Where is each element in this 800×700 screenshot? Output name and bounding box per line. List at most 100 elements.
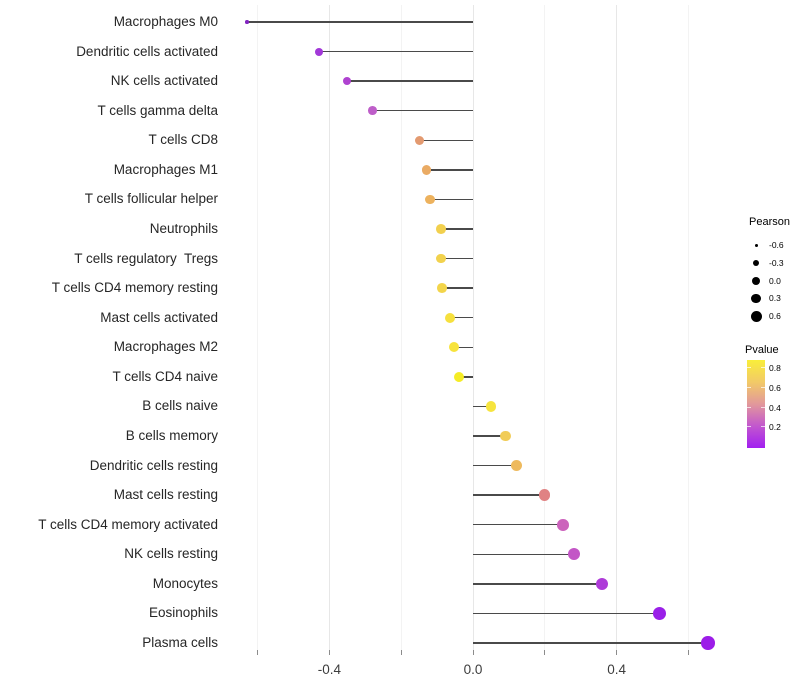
lollipop-point [444, 312, 455, 323]
lollipop-point [421, 165, 432, 175]
lollipop-point [653, 606, 667, 620]
x-axis-tick [687, 650, 689, 655]
gridline [616, 5, 618, 650]
gridline [472, 5, 474, 650]
gridline [400, 5, 402, 650]
lollipop-stick [440, 228, 473, 230]
colorbar-tick [761, 426, 765, 427]
colorbar-tick [761, 387, 765, 388]
y-axis-label: B cells naive [142, 398, 218, 414]
lollipop-stick [458, 376, 473, 378]
lollipop-point [510, 460, 522, 472]
lollipop-point [343, 77, 352, 86]
colorbar-tick [761, 367, 765, 368]
colorbar-tick [747, 407, 751, 408]
y-axis-label: T cells follicular helper [84, 191, 218, 207]
y-axis-label: Macrophages M0 [113, 14, 218, 29]
gridline [544, 5, 546, 650]
lollipop-point [499, 430, 511, 442]
lollipop-stick [429, 198, 473, 201]
x-axis-tick [257, 650, 259, 655]
lollipop-stick [473, 523, 563, 526]
y-axis-label: T cells CD4 memory resting [51, 280, 218, 296]
lollipop-stick [473, 464, 517, 467]
pvalue-colorbar [747, 360, 765, 448]
lollipop-stick [426, 169, 473, 171]
legend-color-label: 0.4 [769, 403, 781, 413]
y-axis-label: Dendritic cells activated [76, 43, 218, 59]
lollipop-point [436, 283, 447, 294]
x-axis-tick-label: 0.4 [607, 662, 626, 677]
legend-size-label: -0.6 [769, 240, 784, 250]
legend-color-label: 0.6 [769, 383, 781, 393]
lollipop-stick [347, 80, 473, 82]
lollipop-stick [473, 435, 506, 437]
lollipop-point [368, 106, 377, 115]
lollipop-stick [453, 346, 473, 348]
y-axis-label: T cells CD8 [148, 132, 218, 148]
legend-color-label: 0.2 [769, 422, 781, 432]
y-axis-label: T cells CD4 naive [112, 368, 218, 384]
lollipop-stick [473, 612, 660, 615]
x-axis-tick [400, 650, 402, 655]
lollipop-point [448, 342, 459, 353]
lollipop-point [435, 253, 446, 264]
lollipop-stick [449, 317, 473, 319]
x-axis-tick-label: -0.4 [317, 662, 342, 677]
y-axis-label: Macrophages M2 [113, 339, 218, 355]
legend-size-dot [754, 243, 758, 247]
lollipop-stick [318, 50, 473, 53]
lollipop-point [567, 548, 580, 561]
lollipop-point [245, 20, 249, 24]
y-axis-label: Monocytes [152, 575, 218, 591]
x-axis-tick [472, 650, 474, 655]
y-axis-label: Mast cells resting [113, 487, 218, 503]
y-axis-label: NK cells resting [124, 546, 218, 562]
lollipop-point [453, 371, 464, 382]
lollipop-stick [473, 405, 491, 408]
lollipop-point [425, 194, 435, 205]
y-axis-label: Neutrophils [149, 220, 218, 236]
legend-size-title: Pearson [749, 216, 790, 228]
y-axis-label: T cells gamma delta [97, 102, 218, 118]
lollipop-point [701, 636, 715, 650]
lollipop-stick [473, 494, 545, 496]
lollipop-point [596, 577, 609, 591]
y-axis-label: T cells regulatory Tregs [74, 250, 218, 266]
legend-size-dot [753, 259, 759, 266]
lollipop-stick [473, 553, 574, 555]
gridline [687, 5, 689, 650]
lollipop-stick [419, 139, 473, 141]
colorbar-tick [747, 387, 751, 388]
y-axis-label: Plasma cells [142, 634, 218, 650]
gridline [328, 5, 330, 650]
y-axis-label: B cells memory [125, 427, 218, 443]
x-axis-tick [328, 650, 330, 655]
y-axis-label: T cells CD4 memory activated [38, 516, 218, 532]
y-axis-label: Macrophages M1 [113, 161, 218, 177]
lollipop-stick [441, 287, 473, 289]
legend-size-label: -0.3 [769, 257, 784, 268]
legend-color-label: 0.8 [769, 363, 781, 373]
lollipop-stick [473, 642, 709, 644]
legend-color-title: Pvalue [745, 344, 779, 356]
lollipop-point [435, 224, 446, 234]
lollipop-point [556, 518, 569, 531]
legend-size-dot [751, 293, 761, 304]
lollipop-stick [440, 257, 473, 260]
x-axis-tick-label: 0.0 [463, 662, 483, 677]
gridline [257, 5, 259, 650]
lollipop-point [539, 489, 551, 501]
y-axis-label: Eosinophils [148, 605, 218, 621]
legend-size-dot [750, 310, 762, 322]
x-axis-tick [544, 650, 546, 655]
colorbar-tick [761, 407, 765, 408]
y-axis-label: NK cells activated [110, 73, 218, 89]
lollipop-point [414, 135, 424, 145]
legend-size-label: 0.0 [769, 275, 781, 286]
x-axis-tick [616, 650, 618, 655]
colorbar-tick [747, 426, 751, 427]
y-axis-label: Dendritic cells resting [89, 457, 218, 473]
legend-size-label: 0.6 [769, 311, 781, 322]
lollipop-point [485, 401, 497, 412]
